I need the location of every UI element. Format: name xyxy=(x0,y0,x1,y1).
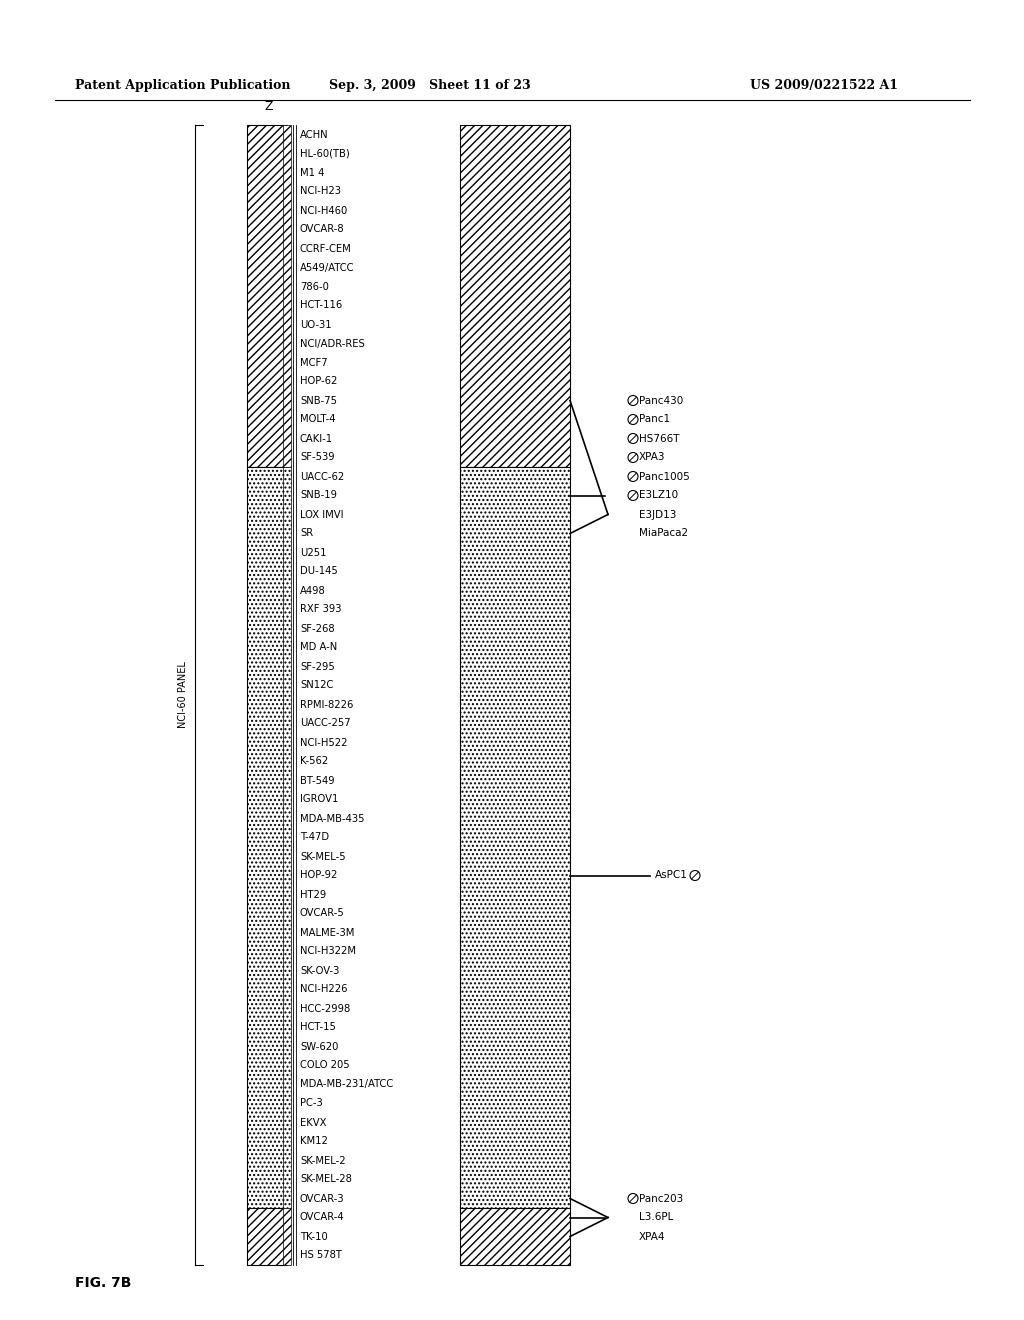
Text: EKVX: EKVX xyxy=(300,1118,327,1127)
Bar xyxy=(283,125,291,467)
Text: HL-60(TB): HL-60(TB) xyxy=(300,149,350,158)
Text: HCT-116: HCT-116 xyxy=(300,301,342,310)
Text: M1 4: M1 4 xyxy=(300,168,325,177)
Bar xyxy=(247,125,287,467)
Bar xyxy=(460,467,570,1208)
Text: UACC-257: UACC-257 xyxy=(300,718,350,729)
Text: US 2009/0221522 A1: US 2009/0221522 A1 xyxy=(750,78,898,91)
Text: A549/ATCC: A549/ATCC xyxy=(300,263,354,272)
Text: OVCAR-4: OVCAR-4 xyxy=(300,1213,345,1222)
Bar xyxy=(460,1208,570,1265)
Text: TK-10: TK-10 xyxy=(300,1232,328,1242)
Text: NCI-H460: NCI-H460 xyxy=(300,206,347,215)
Text: MDA-MB-435: MDA-MB-435 xyxy=(300,813,365,824)
Bar xyxy=(283,1208,291,1265)
Text: Panc1: Panc1 xyxy=(639,414,670,425)
Text: UO-31: UO-31 xyxy=(300,319,332,330)
Text: AsPC1: AsPC1 xyxy=(655,870,688,880)
Text: NCI-60 PANEL: NCI-60 PANEL xyxy=(178,661,188,729)
Text: Panc430: Panc430 xyxy=(639,396,683,405)
Text: SR: SR xyxy=(300,528,313,539)
Text: XPA4: XPA4 xyxy=(639,1232,666,1242)
Text: MALME-3M: MALME-3M xyxy=(300,928,354,937)
Text: U251: U251 xyxy=(300,548,327,557)
Text: FIG. 7B: FIG. 7B xyxy=(75,1276,131,1290)
Text: Patent Application Publication: Patent Application Publication xyxy=(75,78,291,91)
Text: MD A-N: MD A-N xyxy=(300,643,337,652)
Text: HOP-92: HOP-92 xyxy=(300,870,337,880)
Text: E3JD13: E3JD13 xyxy=(639,510,677,520)
Text: NCI-H23: NCI-H23 xyxy=(300,186,341,197)
Text: SN12C: SN12C xyxy=(300,681,334,690)
Text: SF-539: SF-539 xyxy=(300,453,335,462)
Text: RPMI-8226: RPMI-8226 xyxy=(300,700,353,710)
Text: SK-MEL-5: SK-MEL-5 xyxy=(300,851,346,862)
Text: HCC-2998: HCC-2998 xyxy=(300,1003,350,1014)
Text: NCI-H322M: NCI-H322M xyxy=(300,946,356,957)
Text: CCRF-CEM: CCRF-CEM xyxy=(300,243,352,253)
Text: NCI-H226: NCI-H226 xyxy=(300,985,347,994)
Text: Panc1005: Panc1005 xyxy=(639,471,690,482)
Bar xyxy=(247,467,287,1208)
Text: NCI/ADR-RES: NCI/ADR-RES xyxy=(300,338,365,348)
Text: E3LZ10: E3LZ10 xyxy=(639,491,678,500)
Text: MiaPaca2: MiaPaca2 xyxy=(639,528,688,539)
Text: SF-268: SF-268 xyxy=(300,623,335,634)
Text: COLO 205: COLO 205 xyxy=(300,1060,349,1071)
Text: SK-OV-3: SK-OV-3 xyxy=(300,965,339,975)
Text: SNB-75: SNB-75 xyxy=(300,396,337,405)
Text: SK-MEL-2: SK-MEL-2 xyxy=(300,1155,346,1166)
Text: DU-145: DU-145 xyxy=(300,566,338,577)
Text: MDA-MB-231/ATCC: MDA-MB-231/ATCC xyxy=(300,1080,393,1089)
Text: BT-549: BT-549 xyxy=(300,776,335,785)
Text: 786-0: 786-0 xyxy=(300,281,329,292)
Text: HS 578T: HS 578T xyxy=(300,1250,342,1261)
Text: LOX IMVI: LOX IMVI xyxy=(300,510,343,520)
Text: IGROV1: IGROV1 xyxy=(300,795,338,804)
Text: PC-3: PC-3 xyxy=(300,1098,323,1109)
Text: A498: A498 xyxy=(300,586,326,595)
Text: Panc203: Panc203 xyxy=(639,1193,683,1204)
Text: L3.6PL: L3.6PL xyxy=(639,1213,674,1222)
Text: RXF 393: RXF 393 xyxy=(300,605,341,615)
Bar xyxy=(283,467,291,1208)
Text: Sep. 3, 2009   Sheet 11 of 23: Sep. 3, 2009 Sheet 11 of 23 xyxy=(329,78,530,91)
Text: XPA3: XPA3 xyxy=(639,453,666,462)
Text: ACHN: ACHN xyxy=(300,129,329,140)
Text: T-47D: T-47D xyxy=(300,833,329,842)
Text: NCI-H522: NCI-H522 xyxy=(300,738,347,747)
Text: K-562: K-562 xyxy=(300,756,329,767)
Text: Z: Z xyxy=(265,100,273,114)
Text: SNB-19: SNB-19 xyxy=(300,491,337,500)
Text: HS766T: HS766T xyxy=(639,433,680,444)
Text: HT29: HT29 xyxy=(300,890,327,899)
Text: CAKI-1: CAKI-1 xyxy=(300,433,333,444)
Text: SW-620: SW-620 xyxy=(300,1041,338,1052)
Text: OVCAR-8: OVCAR-8 xyxy=(300,224,345,235)
Text: UACC-62: UACC-62 xyxy=(300,471,344,482)
Bar xyxy=(247,1208,287,1265)
Text: OVCAR-5: OVCAR-5 xyxy=(300,908,345,919)
Bar xyxy=(460,125,570,467)
Text: HOP-62: HOP-62 xyxy=(300,376,337,387)
Text: SF-295: SF-295 xyxy=(300,661,335,672)
Text: MOLT-4: MOLT-4 xyxy=(300,414,336,425)
Text: MCF7: MCF7 xyxy=(300,358,328,367)
Text: KM12: KM12 xyxy=(300,1137,328,1147)
Text: OVCAR-3: OVCAR-3 xyxy=(300,1193,345,1204)
Text: HCT-15: HCT-15 xyxy=(300,1023,336,1032)
Text: SK-MEL-28: SK-MEL-28 xyxy=(300,1175,352,1184)
